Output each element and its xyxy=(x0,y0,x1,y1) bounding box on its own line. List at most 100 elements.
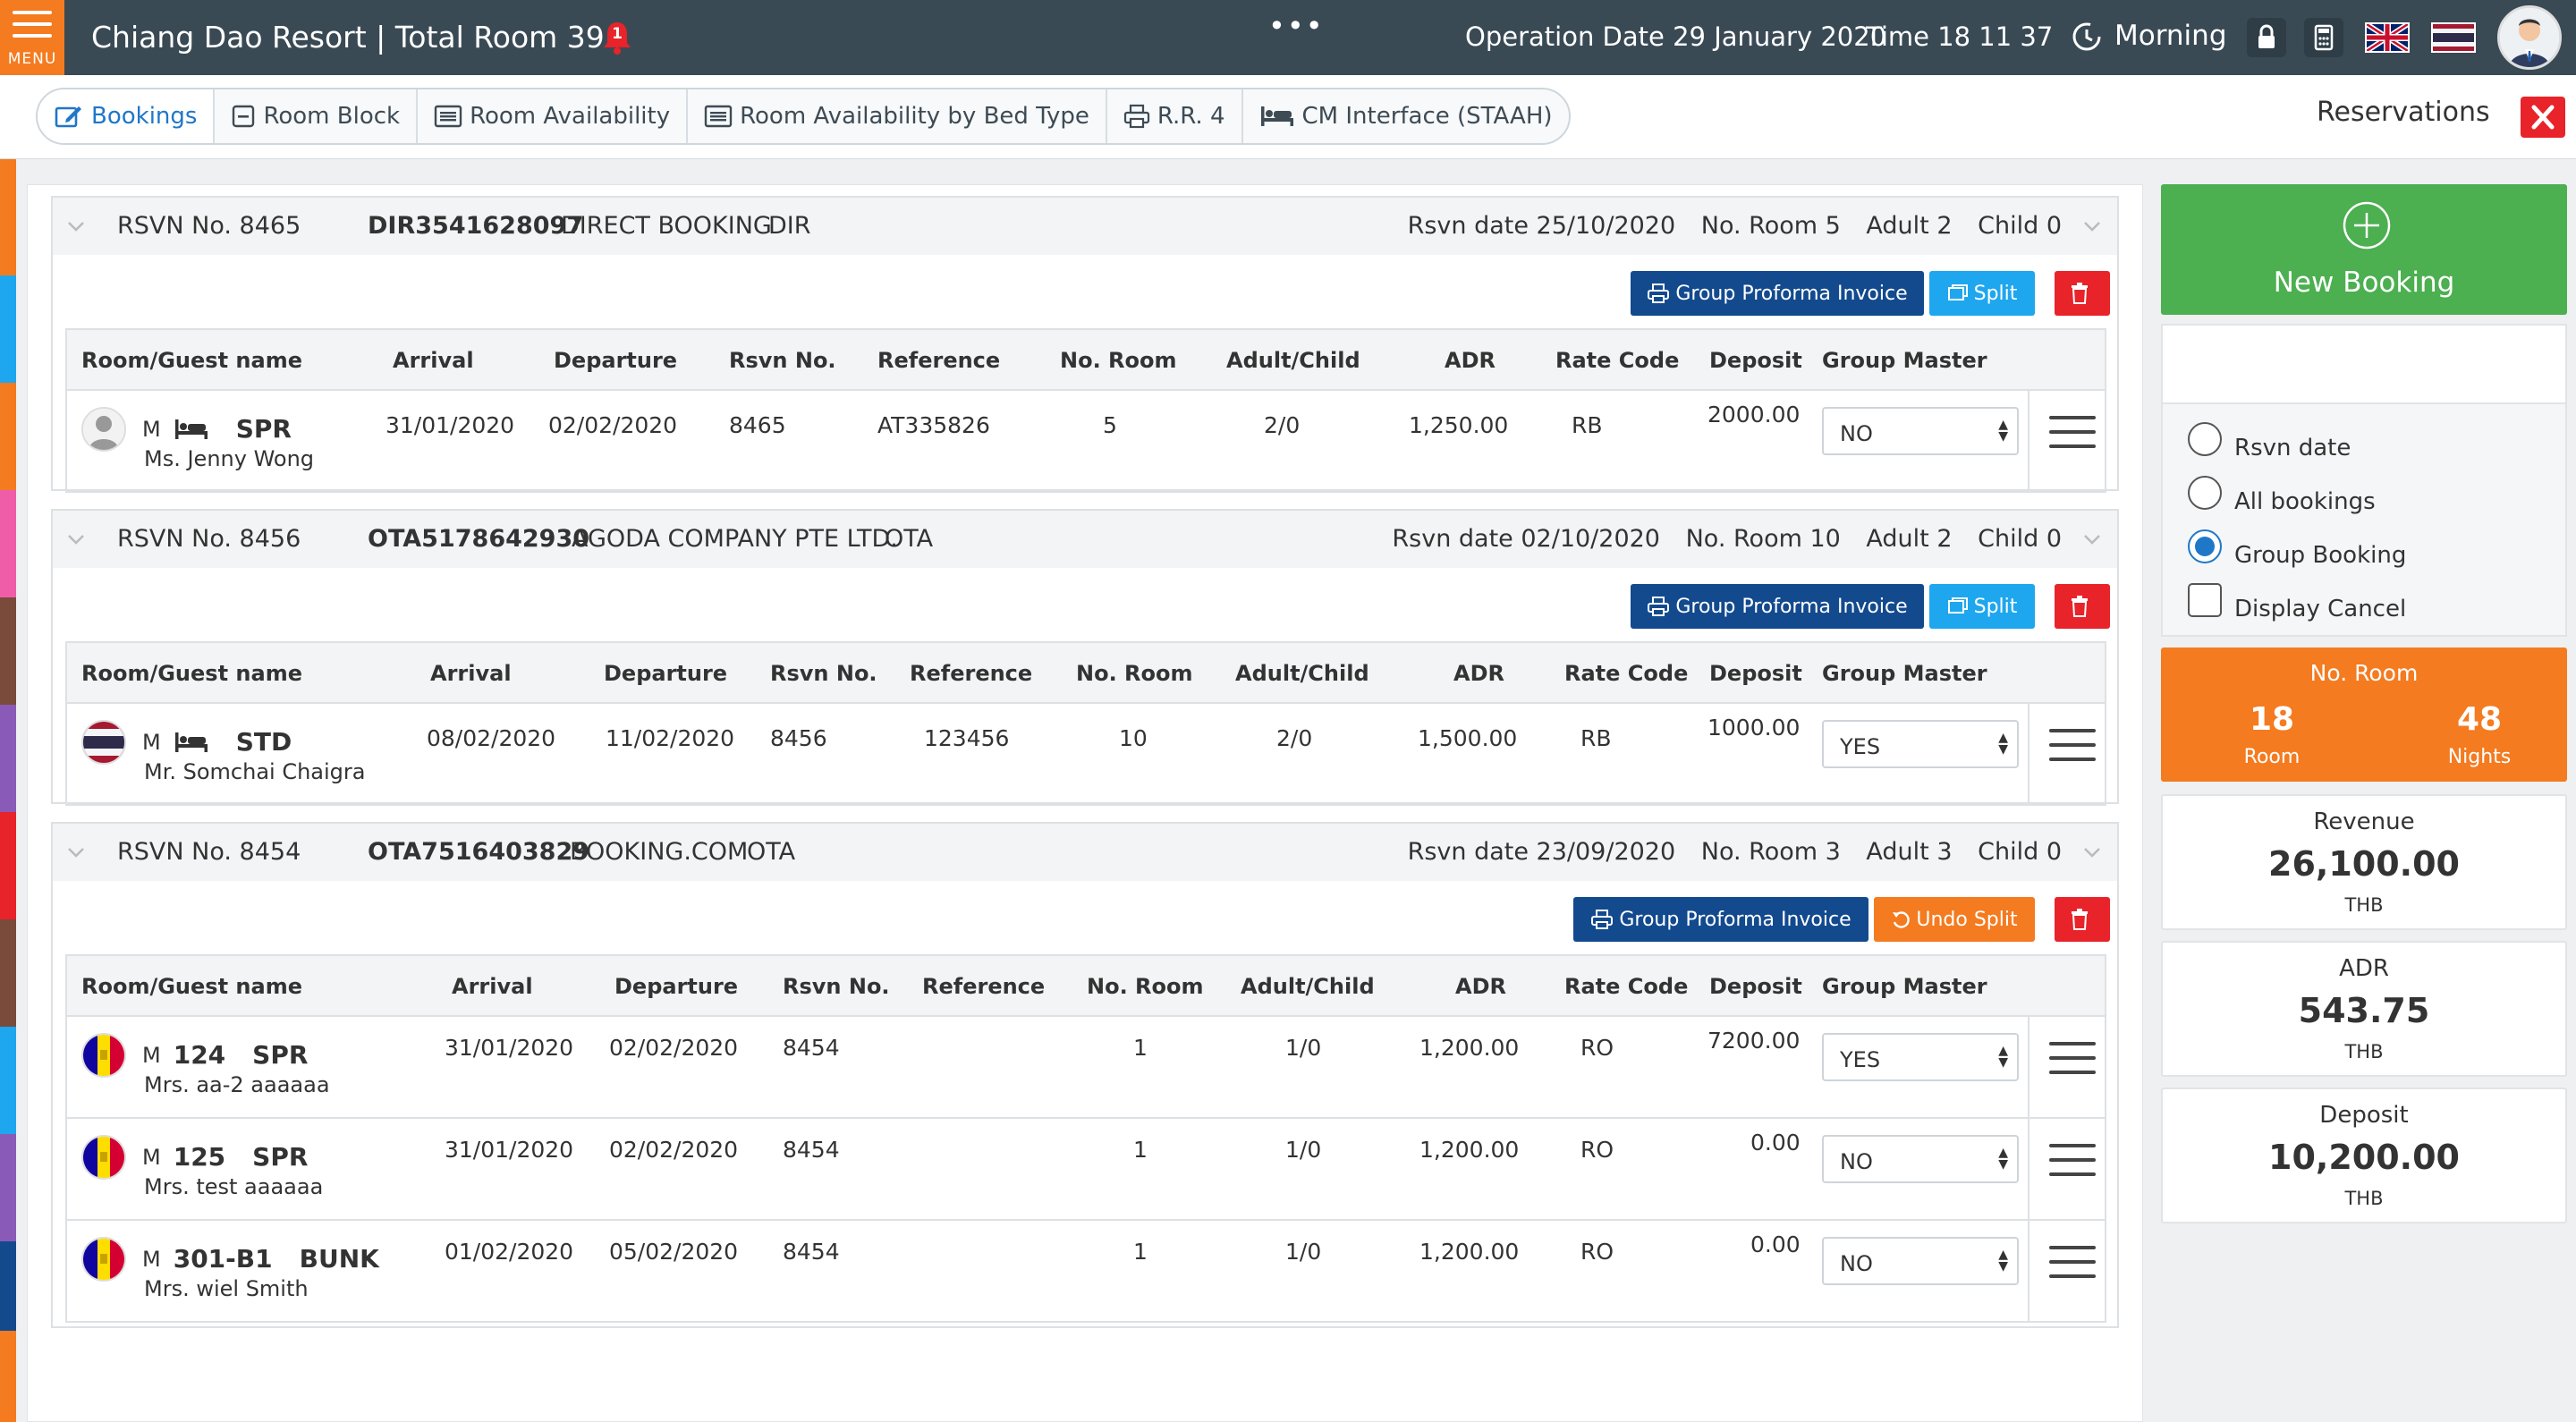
group-master-select[interactable]: YES ▲ ▼ xyxy=(1822,720,2019,768)
table-row[interactable]: M SPR Ms. Jenny Wong 31/01/2020 02/02/20… xyxy=(67,391,2105,493)
rsvn-channel: DIR xyxy=(768,212,811,240)
split-button[interactable]: Split xyxy=(1929,271,2035,316)
group-master-select[interactable]: YES ▲ ▼ xyxy=(1822,1033,2019,1081)
tab-room-availability-bed-type[interactable]: Room Availability by Bed Type xyxy=(688,89,1107,143)
col-adr: ADR xyxy=(1453,661,1504,686)
rsvn-no: 8465 xyxy=(729,412,786,438)
menu-button[interactable]: MENU xyxy=(0,0,64,75)
row-menu-icon[interactable] xyxy=(2049,1042,2096,1076)
new-booking-button[interactable]: New Booking xyxy=(2161,184,2567,315)
printer-icon xyxy=(1648,284,1670,303)
more-icon[interactable]: ••• xyxy=(1268,9,1325,43)
selected-value: NO xyxy=(1840,421,1873,446)
lock-icon[interactable] xyxy=(2247,18,2286,57)
group-proforma-invoice-button[interactable]: Group Proforma Invoice xyxy=(1573,897,1868,942)
tab-rr4[interactable]: R.R. 4 xyxy=(1107,89,1243,143)
chevron-down-icon[interactable] xyxy=(2081,216,2103,237)
deposit: 1000.00 xyxy=(1707,715,1801,741)
radio-all-bookings[interactable] xyxy=(2188,476,2222,510)
rsvn-source: BOOKING.COM xyxy=(570,838,749,866)
new-booking-label: New Booking xyxy=(2273,267,2455,299)
chevron-down-icon[interactable] xyxy=(65,216,87,237)
reservation-header[interactable]: RSVN No. 8456 OTA5178642930 AGODA COMPAN… xyxy=(53,511,2117,568)
close-button[interactable] xyxy=(2521,97,2565,138)
departure-date: 02/02/2020 xyxy=(609,1137,739,1163)
adr-title: ADR xyxy=(2339,955,2389,982)
rsvn-source: AGODA COMPANY PTE LTD. xyxy=(572,525,898,553)
guest-name[interactable]: Mrs. wiel Smith xyxy=(144,1276,309,1301)
radio-label: Rsvn date xyxy=(2234,435,2351,461)
alert-count: 1 xyxy=(612,25,623,43)
table-row[interactable]: M 124 SPR Mrs. aa-2 aaaaaa 31/01/2020 02… xyxy=(67,1017,2105,1119)
departure-date: 05/02/2020 xyxy=(609,1239,739,1265)
bed-icon xyxy=(174,732,208,752)
guest-name[interactable]: Mr. Somchai Chaigra xyxy=(144,759,366,784)
room-type: STD xyxy=(235,727,292,757)
guest-name[interactable]: Ms. Jenny Wong xyxy=(144,446,315,471)
chevron-down-icon[interactable] xyxy=(65,842,87,863)
rsvn-no-room: No. Room 10 xyxy=(1685,525,1841,553)
room-type: SPR xyxy=(235,414,292,444)
room-number: 124 xyxy=(173,1040,226,1070)
rsvn-number: RSVN No. 8456 xyxy=(117,525,301,553)
guest-name[interactable]: Mrs. test aaaaaa xyxy=(144,1174,324,1199)
group-master-select[interactable]: NO ▲ ▼ xyxy=(1822,1135,2019,1183)
tab-bookings[interactable]: Bookings xyxy=(38,89,216,143)
row-menu-icon[interactable] xyxy=(2049,729,2096,763)
user-avatar[interactable] xyxy=(2497,5,2562,70)
calculator-icon[interactable] xyxy=(2304,18,2343,57)
reservation-header[interactable]: RSVN No. 8454 OTA7516403829 BOOKING.COM … xyxy=(53,824,2117,881)
room-number: 125 xyxy=(173,1142,226,1172)
row-menu-icon[interactable] xyxy=(2049,416,2096,450)
flag-th-icon[interactable] xyxy=(2431,22,2476,53)
square-minus-icon xyxy=(233,105,255,128)
group-master-select[interactable]: NO ▲ ▼ xyxy=(1822,1237,2019,1285)
revenue-title: Revenue xyxy=(2313,808,2415,835)
no-room: 10 xyxy=(1119,725,1148,751)
trash-icon xyxy=(2072,596,2088,617)
adr: 1,500.00 xyxy=(1418,725,1518,751)
table-row[interactable]: M 301-B1 BUNK Mrs. wiel Smith 01/02/2020… xyxy=(67,1221,2105,1323)
table-row[interactable]: M STD Mr. Somchai Chaigra 08/02/2020 11/… xyxy=(67,704,2105,806)
chevron-down-icon[interactable] xyxy=(2081,842,2103,863)
delete-button[interactable] xyxy=(2055,271,2110,316)
rate-code: RO xyxy=(1580,1035,1614,1061)
button-label: Undo Split xyxy=(1916,908,2018,931)
tab-cm-interface[interactable]: CM Interface (STAAH) xyxy=(1243,89,1569,143)
flag-uk-icon[interactable] xyxy=(2365,22,2410,53)
adult-child: 1/0 xyxy=(1285,1035,1322,1061)
group-proforma-invoice-button[interactable]: Group Proforma Invoice xyxy=(1631,584,1924,629)
table-row[interactable]: M 125 SPR Mrs. test aaaaaa 31/01/2020 02… xyxy=(67,1119,2105,1221)
split-button[interactable]: Split xyxy=(1929,584,2035,629)
deposit-summary: Deposit 10,200.00 THB xyxy=(2161,1088,2567,1223)
rsvn-child: Child 0 xyxy=(1978,525,2062,553)
reference: 123456 xyxy=(924,725,1010,751)
row-menu-icon[interactable] xyxy=(2049,1246,2096,1280)
button-label: Split xyxy=(1973,595,2018,618)
tab-room-availability[interactable]: Room Availability xyxy=(418,89,689,143)
reservation-header[interactable]: RSVN No. 8465 DIR3541628097 DIRECT BOOKI… xyxy=(53,198,2117,255)
checkbox-display-cancel[interactable] xyxy=(2188,583,2222,617)
chevron-down-icon[interactable] xyxy=(2081,529,2103,550)
radio-group-booking[interactable] xyxy=(2188,529,2222,563)
group-master-select[interactable]: NO ▲ ▼ xyxy=(1822,407,2019,455)
tab-room-block[interactable]: Room Block xyxy=(215,89,419,143)
row-menu-icon[interactable] xyxy=(2049,1144,2096,1178)
deposit-unit: THB xyxy=(2344,1188,2384,1209)
bell-icon[interactable]: 1 xyxy=(599,20,635,55)
undo-split-button[interactable]: Undo Split xyxy=(1874,897,2035,942)
select-arrows-icon: ▲ ▼ xyxy=(1998,418,2008,444)
guest-name[interactable]: Mrs. aa-2 aaaaaa xyxy=(144,1072,330,1097)
chevron-down-icon[interactable] xyxy=(65,529,87,550)
delete-button[interactable] xyxy=(2055,584,2110,629)
group-proforma-invoice-button[interactable]: Group Proforma Invoice xyxy=(1631,271,1924,316)
rsvn-child: Child 0 xyxy=(1978,212,2062,240)
radio-rsvn-date[interactable] xyxy=(2188,422,2222,456)
gender: M xyxy=(142,1042,161,1068)
delete-button[interactable] xyxy=(2055,897,2110,942)
rsvn-no-room: No. Room 3 xyxy=(1700,838,1841,866)
deposit: 7200.00 xyxy=(1707,1028,1801,1054)
nights-count: 48 xyxy=(2456,701,2503,738)
split-icon xyxy=(1947,284,1968,300)
adr-unit: THB xyxy=(2344,1041,2384,1062)
